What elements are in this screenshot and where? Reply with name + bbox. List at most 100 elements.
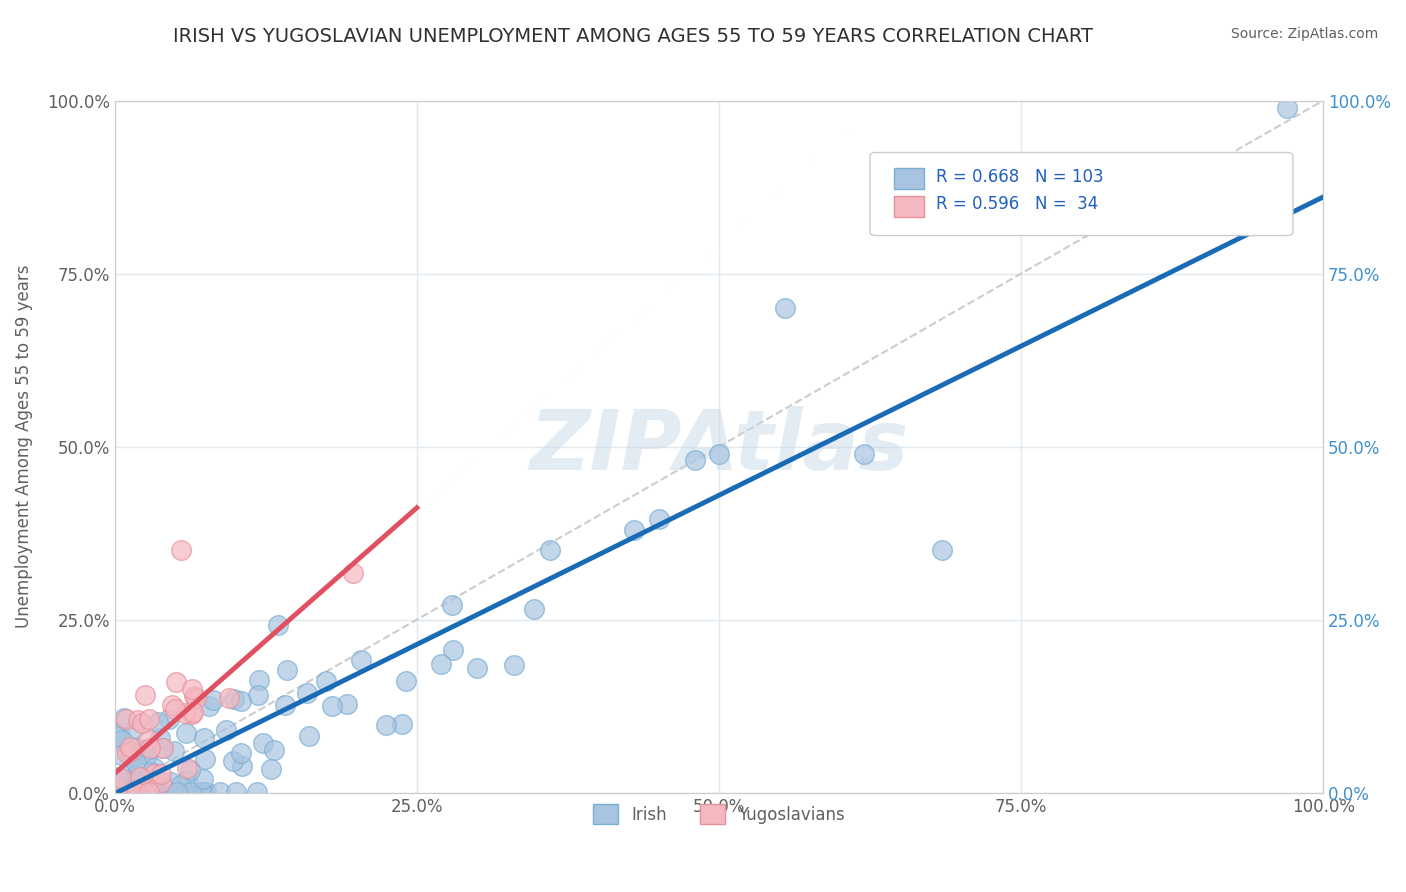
Yugoslavians [152, 740, 174, 755]
Yugoslavians [184, 691, 207, 706]
Yugoslavians [149, 774, 172, 789]
Irish [139, 785, 162, 799]
Yugoslavians [138, 740, 160, 755]
Irish [247, 673, 270, 687]
Y-axis label: Unemployment Among Ages 55 to 59 years: Unemployment Among Ages 55 to 59 years [15, 265, 32, 628]
Yugoslavians [138, 712, 160, 726]
Irish [111, 733, 134, 747]
Irish [201, 693, 224, 707]
Yugoslavians [124, 784, 146, 798]
Irish [190, 785, 212, 799]
Irish [208, 785, 231, 799]
Text: R = 0.668   N = 103: R = 0.668 N = 103 [936, 168, 1104, 186]
Irish [260, 763, 283, 777]
Irish [276, 663, 298, 677]
Yugoslavians [127, 713, 149, 727]
Irish [111, 785, 134, 799]
Irish [441, 598, 464, 612]
Yugoslavians [110, 771, 132, 785]
Irish [173, 785, 195, 799]
Irish [108, 725, 131, 739]
Yugoslavians [173, 706, 195, 721]
Irish [295, 686, 318, 700]
Irish [117, 785, 139, 799]
Irish [127, 770, 149, 784]
Irish [148, 780, 170, 795]
Irish [274, 698, 297, 712]
Yugoslavians [149, 767, 172, 781]
Irish [114, 781, 136, 796]
Irish [121, 785, 143, 799]
Yugoslavians [180, 706, 202, 721]
Yugoslavians [160, 698, 183, 712]
Irish [246, 688, 269, 702]
Irish [180, 785, 202, 799]
Irish [391, 717, 413, 731]
Irish [142, 785, 165, 799]
Yugoslavians [120, 744, 142, 758]
Irish [146, 785, 169, 799]
Irish [231, 759, 253, 773]
Irish [198, 698, 221, 713]
Irish [191, 785, 214, 799]
Irish [132, 742, 155, 756]
Irish [118, 785, 141, 799]
Irish [350, 653, 373, 667]
Irish [124, 750, 146, 764]
Irish [139, 764, 162, 779]
Irish [142, 785, 165, 799]
Irish [135, 747, 157, 762]
Irish [174, 726, 197, 740]
Irish [162, 744, 184, 758]
Irish [443, 643, 465, 657]
Yugoslavians [165, 675, 187, 690]
Irish [252, 736, 274, 750]
Irish [110, 785, 132, 799]
Irish [229, 746, 252, 760]
Irish [647, 512, 669, 526]
Yugoslavians [115, 746, 138, 760]
Irish [246, 785, 269, 799]
Yugoslavians [176, 761, 198, 775]
Text: IRISH VS YUGOSLAVIAN UNEMPLOYMENT AMONG AGES 55 TO 59 YEARS CORRELATION CHART: IRISH VS YUGOSLAVIAN UNEMPLOYMENT AMONG … [173, 27, 1092, 45]
Irish [336, 697, 359, 711]
Irish [149, 731, 172, 745]
Irish [120, 748, 142, 763]
Irish [395, 673, 418, 688]
Irish [120, 785, 142, 799]
FancyBboxPatch shape [894, 195, 924, 217]
Yugoslavians [107, 782, 129, 797]
Irish [142, 761, 165, 775]
Yugoslavians [131, 716, 153, 731]
Irish [683, 453, 706, 467]
Irish [125, 756, 148, 770]
Irish [263, 742, 285, 756]
FancyBboxPatch shape [894, 168, 924, 189]
Irish [315, 674, 337, 689]
Irish [108, 783, 131, 797]
Yugoslavians [181, 705, 204, 719]
Legend: Irish, Yugoslavians: Irish, Yugoslavians [585, 796, 853, 833]
Irish [707, 446, 730, 460]
Yugoslavians [170, 543, 193, 558]
Irish [110, 747, 132, 762]
Irish [267, 617, 290, 632]
Irish [104, 729, 127, 743]
Irish [179, 764, 201, 778]
Yugoslavians [218, 690, 240, 705]
Irish [125, 741, 148, 756]
Irish [157, 712, 180, 726]
Text: Source: ZipAtlas.com: Source: ZipAtlas.com [1230, 27, 1378, 41]
Irish [159, 775, 181, 789]
Irish [125, 768, 148, 782]
Yugoslavians [138, 785, 160, 799]
Yugoslavians [134, 688, 156, 702]
Irish [222, 754, 245, 768]
Irish [134, 785, 156, 799]
Irish [115, 785, 138, 799]
Irish [136, 785, 159, 799]
Irish [193, 731, 215, 745]
Yugoslavians [115, 712, 138, 726]
Irish [118, 765, 141, 780]
Yugoslavians [163, 702, 186, 716]
